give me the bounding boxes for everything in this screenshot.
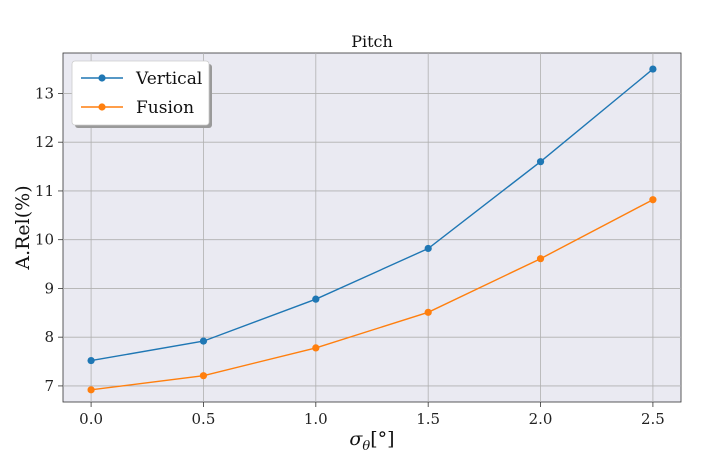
- series-line-fusion: [91, 199, 654, 391]
- x-tick-label: 2.5: [641, 410, 665, 428]
- legend-marker-fusion: [98, 103, 106, 111]
- data-point-fusion: [649, 196, 657, 204]
- y-tick-label: 11: [35, 182, 54, 200]
- x-tick-label: 1.0: [304, 410, 328, 428]
- x-tick-label: 1.5: [416, 410, 440, 428]
- data-point-vertical: [424, 244, 432, 253]
- data-point-fusion: [536, 255, 545, 263]
- data-point-vertical: [649, 65, 657, 73]
- y-tick-label: 7: [44, 377, 54, 395]
- series-line-vertical: [90, 68, 654, 362]
- legend: Vertical Fusion: [71, 60, 212, 128]
- data-point-vertical: [87, 356, 95, 365]
- y-tick-label: 12: [35, 133, 54, 151]
- chart-title: Pitch: [351, 32, 393, 51]
- data-point-vertical: [199, 337, 208, 345]
- y-tick-label: 13: [35, 84, 54, 102]
- data-point-fusion: [199, 372, 208, 380]
- series-layer: [87, 65, 657, 394]
- data-point-fusion: [312, 344, 320, 352]
- y-tick-label: 9: [44, 279, 54, 297]
- legend-marker-vertical: [98, 74, 106, 82]
- data-point-fusion: [424, 308, 432, 316]
- x-axis-label: σθ[°]: [349, 428, 394, 451]
- tick-labels: 0.0 0.5 1.0 1.5 2.0 2.5 7 8 9 10 11 12 13: [35, 84, 665, 428]
- x-tick-label: 0.5: [192, 410, 216, 428]
- legend-box: [71, 60, 210, 126]
- y-axis-label: A.Rel(%): [12, 185, 34, 270]
- legend-label-vertical: Vertical: [135, 69, 202, 89]
- y-tick-label: 10: [35, 231, 54, 249]
- y-tick-label: 8: [44, 328, 54, 346]
- x-tick-label: 2.0: [529, 410, 553, 428]
- data-point-vertical: [312, 295, 320, 303]
- data-point-fusion: [87, 386, 95, 394]
- x-tick-label: 0.0: [79, 410, 103, 428]
- legend-label-fusion: Fusion: [136, 98, 194, 118]
- data-point-vertical: [536, 158, 545, 166]
